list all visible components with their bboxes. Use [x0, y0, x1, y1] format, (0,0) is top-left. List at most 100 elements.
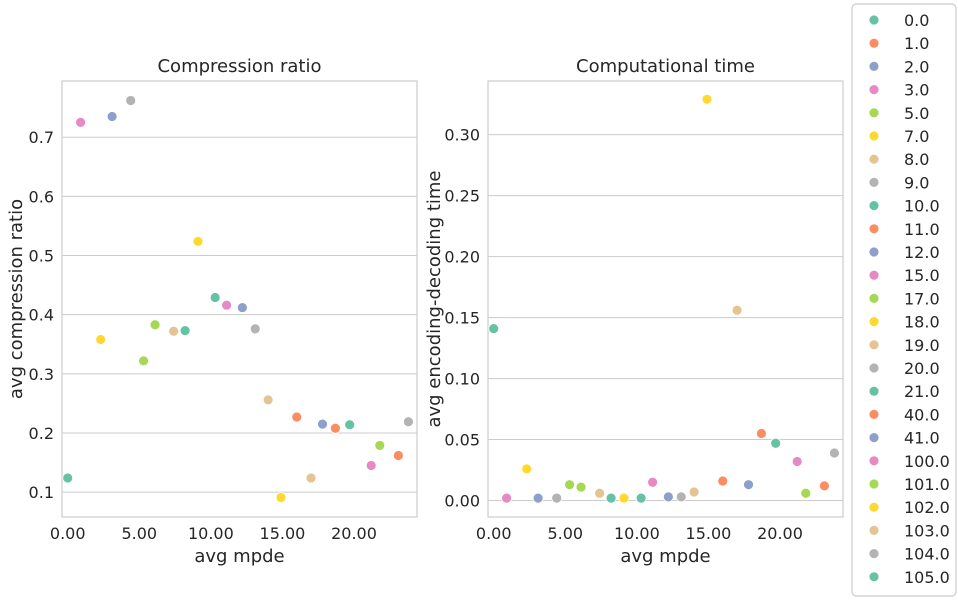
computational-time-point [731, 304, 743, 316]
computational-time-point [521, 463, 533, 475]
computational-time-y-tick-label: 0.10 [444, 370, 480, 389]
compression-ratio-point [275, 492, 287, 503]
computational-time-point [675, 491, 687, 503]
legend-label: 21.0 [904, 382, 940, 401]
compression-ratio-point [125, 95, 137, 106]
legend-label: 15.0 [904, 266, 940, 285]
computational-time-x-tick-label: 5.00 [547, 524, 583, 543]
computational-time-point [770, 437, 782, 449]
compression-ratio-points [62, 95, 414, 503]
computational-time-point [551, 492, 563, 504]
compression-ratio-y-tick-label: 0.5 [29, 247, 54, 266]
compression-ratio-point [75, 117, 87, 128]
legend-items: 0.0 1.0 2.0 3.0 5.0 7.0 8.0 9.0 10.0 11.0 12.0 15.0… [868, 11, 950, 587]
compression-ratio-panel: 0.00 5.00 10.00 15.00 20.00 0.10.20.30.40.50… [6, 56, 418, 567]
compression-ratio-x-tick-label: 10.00 [188, 524, 234, 543]
compression-ratio-point [374, 440, 386, 451]
computational-time-y-tick-label: 0.05 [444, 431, 480, 450]
legend-label: 100.0 [904, 452, 950, 471]
legend-label: 18.0 [904, 313, 940, 332]
legend-label: 105.0 [904, 568, 950, 587]
legend-marker [868, 14, 880, 26]
compression-ratio-y-tick-label: 0.3 [29, 365, 54, 384]
computational-time-point [635, 492, 647, 504]
compression-ratio-point [403, 416, 414, 428]
computational-time-x-tick-label: 0.00 [476, 524, 512, 543]
computational-time-point [756, 428, 767, 439]
compression-ratio-x-tick-label: 5.00 [121, 524, 157, 543]
computational-time-x-label: avg mpde [620, 546, 710, 567]
compression-ratio-point [262, 394, 274, 406]
computational-time-point [818, 480, 830, 492]
legend-label: 19.0 [904, 336, 940, 355]
compression-ratio-point [392, 450, 404, 461]
compression-ratio-y-tick-label: 0.1 [29, 483, 54, 502]
compression-ratio-x-tick-label: 15.00 [260, 524, 306, 543]
computational-time-x-tick-label: 10.00 [614, 524, 660, 543]
computational-time-x-tick-label: 15.00 [686, 524, 732, 543]
legend-marker [868, 501, 880, 513]
computational-time-point [594, 487, 606, 499]
compression-ratio-point [305, 472, 317, 484]
computational-time-point [564, 479, 575, 491]
computational-time-points [488, 93, 840, 504]
legend-label: 41.0 [904, 429, 940, 448]
compression-ratio-y-tick-label: 0.4 [29, 306, 54, 325]
legend-marker [868, 176, 880, 188]
computational-time-y-ticks: 0.00 0.05 0.10 0.15 0.20 0.25 0.30 [444, 126, 480, 511]
computational-time-point [647, 476, 659, 488]
legend-label: 9.0 [904, 173, 929, 192]
legend-marker [868, 84, 880, 95]
compression-ratio-point [138, 355, 149, 367]
legend-label: 11.0 [904, 220, 940, 239]
compression-ratio-point [317, 418, 328, 430]
legend-marker [868, 61, 880, 72]
compression-ratio-point [221, 299, 233, 311]
compression-ratio-point [149, 319, 161, 331]
legend-label: 2.0 [904, 57, 929, 76]
compression-ratio-x-label: avg mpde [194, 546, 284, 567]
computational-time-y-tick-label: 0.00 [444, 492, 480, 511]
compression-ratio-point [62, 472, 74, 484]
legend-label: 8.0 [904, 150, 929, 169]
legend-label: 3.0 [904, 81, 929, 100]
legend-label: 20.0 [904, 359, 940, 378]
legend-marker [868, 408, 880, 420]
compression-ratio-point [209, 292, 221, 303]
legend-marker [868, 107, 880, 119]
computational-time-point [791, 456, 803, 467]
compression-ratio-point [330, 422, 341, 434]
compression-ratio-point [106, 111, 118, 122]
computational-time-point [532, 492, 544, 504]
compression-ratio-point [291, 411, 303, 423]
computational-time-point [605, 492, 617, 504]
computational-time-point [618, 492, 630, 504]
computational-time-point [829, 447, 840, 459]
computational-time-point [743, 479, 754, 491]
compression-ratio-x-ticks: 0.00 5.00 10.00 15.00 20.00 [50, 524, 377, 543]
legend-marker [868, 339, 880, 351]
computational-time-y-label: avg encoding-decoding time [424, 170, 445, 427]
compression-ratio-point [365, 460, 377, 471]
computational-time-point [662, 491, 674, 503]
legend-label: 101.0 [904, 475, 950, 494]
legend-marker [868, 455, 880, 467]
legend-marker [868, 571, 880, 583]
computational-time-grid [488, 134, 843, 502]
compression-ratio-y-label: avg compression ratio [6, 199, 27, 399]
compression-ratio-grid [62, 136, 417, 493]
compression-ratio-point [192, 235, 204, 247]
computational-time-point [717, 475, 729, 487]
computational-time-point [701, 93, 713, 105]
legend-marker [868, 316, 880, 328]
legend-frame [851, 3, 957, 597]
legend-marker [868, 153, 880, 165]
computational-time-frame [487, 80, 844, 518]
legend-label: 102.0 [904, 498, 950, 517]
legend-marker [868, 525, 880, 536]
compression-ratio-x-tick-label: 0.00 [50, 524, 86, 543]
computational-time-title: Computational time [576, 56, 755, 77]
computational-time-y-tick-label: 0.15 [444, 309, 480, 328]
legend-marker [868, 246, 880, 258]
